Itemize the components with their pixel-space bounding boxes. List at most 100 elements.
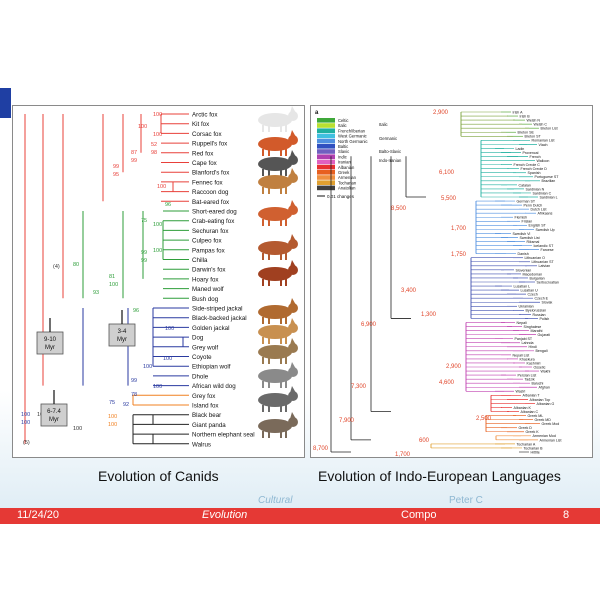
- language-label: Nepali List: [513, 353, 530, 357]
- legend-label: West Germanic: [338, 134, 367, 139]
- divergence-time-label: Myr: [117, 337, 127, 343]
- legend-group-label: Balto-Slavic: [379, 149, 401, 154]
- taxon-label: African wild dog: [192, 383, 236, 390]
- language-label: Albanian T: [523, 394, 541, 398]
- language-label: Welsh N: [527, 118, 541, 122]
- taxon-label: Pampas fox: [192, 247, 226, 254]
- animal-illustration: [258, 200, 298, 226]
- support-value: 99: [113, 164, 119, 170]
- language-label: Panjabi ST: [515, 337, 533, 341]
- taxon-label: Bush dog: [192, 296, 219, 303]
- panel-letter: a: [315, 110, 319, 116]
- age-label: 1,750: [451, 252, 467, 258]
- taxon-label: Coyote: [192, 354, 212, 361]
- language-label: Romanian List: [532, 139, 555, 143]
- language-label: Baluchi: [532, 382, 544, 386]
- support-value: 92: [123, 402, 129, 408]
- language-label: Serbocroatian: [537, 280, 559, 284]
- language-label: French Creole C: [514, 163, 541, 167]
- age-label: 4,600: [439, 380, 455, 386]
- language-label: German ST: [517, 199, 536, 203]
- language-label: Wakhi: [541, 369, 551, 373]
- language-label: Penn Dutch: [524, 203, 543, 207]
- taxon-label: Golden jackal: [192, 325, 230, 332]
- animal-illustration: [258, 130, 298, 156]
- support-value: 80: [73, 262, 79, 268]
- legend-swatch: [317, 133, 335, 139]
- taxon-label: Red fox: [192, 150, 214, 157]
- taxon-label: Raccoon dog: [192, 189, 229, 196]
- taxon-label: Darwin's fox: [192, 267, 226, 274]
- language-label: Greek Mod: [542, 422, 560, 426]
- support-value: 100: [165, 326, 174, 332]
- language-label: Breton ST: [525, 135, 542, 139]
- language-label: Breton List: [541, 127, 558, 131]
- language-label: Byelorussian: [526, 309, 547, 313]
- language-label: Sardinian N: [526, 187, 545, 191]
- support-value: 99: [141, 250, 147, 256]
- legend-group-label: Indo-Iranian: [379, 158, 402, 163]
- language-label: Afrikaans: [538, 212, 553, 216]
- language-label: Polish: [540, 317, 550, 321]
- language-label: Bulgarian: [530, 276, 545, 280]
- language-label: Flemish: [515, 216, 528, 220]
- legend-label: French/Iberian: [338, 128, 366, 133]
- support-value: 100: [108, 422, 117, 428]
- taxon-label: Maned wolf: [192, 286, 224, 293]
- age-label: 6,100: [439, 170, 455, 176]
- language-label: Tadzik: [525, 378, 535, 382]
- support-value: 96: [165, 202, 171, 208]
- title-accent-bar: [0, 88, 11, 118]
- legend-swatch: [317, 159, 335, 165]
- language-label: Sardinian L: [540, 195, 558, 199]
- language-label: Khaskura: [520, 357, 535, 361]
- legend-swatch: [317, 118, 335, 123]
- language-label: Macedonian: [523, 272, 543, 276]
- animal-illustration: [258, 386, 298, 412]
- language-label: Swedish Vl: [513, 232, 531, 236]
- support-value: 95: [113, 172, 119, 178]
- age-label: 2,900: [433, 110, 449, 116]
- support-value: 99: [141, 258, 147, 264]
- taxon-label: Culpeo fox: [192, 238, 222, 245]
- language-label: Ossetic: [534, 365, 546, 369]
- divergence-time-label: 3-4: [118, 329, 127, 335]
- taxon-label: Arctic fox: [192, 112, 218, 119]
- language-label: Bengali: [536, 349, 548, 353]
- language-label: Irish B: [520, 114, 531, 118]
- taxon-label: Chilla: [192, 257, 208, 264]
- language-label: Ukrainian: [519, 305, 534, 309]
- language-label: Kashmiri: [527, 361, 541, 365]
- taxon-label: Sechuran fox: [192, 228, 229, 235]
- language-label: Breton SE: [518, 131, 535, 135]
- support-value: 100: [163, 356, 172, 362]
- legend-swatch: [317, 170, 335, 175]
- language-label: Lahnda: [522, 341, 534, 345]
- support-value: 100: [21, 420, 30, 426]
- support-value: (4): [53, 264, 60, 270]
- language-label: Armenian List: [540, 438, 562, 442]
- language-label: Greek K: [526, 430, 540, 434]
- taxon-label: Crab-eating fox: [192, 218, 235, 225]
- taxon-label: Ethiopian wolf: [192, 364, 231, 371]
- language-tree-figure: a Celtic Italic French/Iberian West Germanic…: [310, 105, 593, 458]
- language-label: Marathi: [531, 329, 543, 333]
- age-label: 3,400: [401, 288, 417, 294]
- language-label: Persian List: [518, 373, 537, 377]
- legend-swatch: [317, 123, 335, 128]
- scale-label: 0.01 changes: [327, 194, 355, 199]
- taxon-label: Walrus: [192, 441, 211, 448]
- age-label: 1,700: [451, 226, 467, 232]
- language-label: English ST: [529, 224, 547, 228]
- age-label: 600: [419, 438, 430, 444]
- taxon-label: Black bear: [192, 412, 221, 419]
- footer-bar: 11/24/20 Evolution Compo 8: [0, 508, 600, 524]
- legend-label: Iranian: [338, 160, 351, 165]
- support-value: 52: [151, 142, 157, 148]
- language-label: Catalan: [519, 183, 531, 187]
- language-label: Albanian K: [514, 406, 532, 410]
- taxon-label: Ruppell's fox: [192, 141, 228, 148]
- support-value: 99: [131, 378, 137, 384]
- support-value: 87: [131, 150, 137, 156]
